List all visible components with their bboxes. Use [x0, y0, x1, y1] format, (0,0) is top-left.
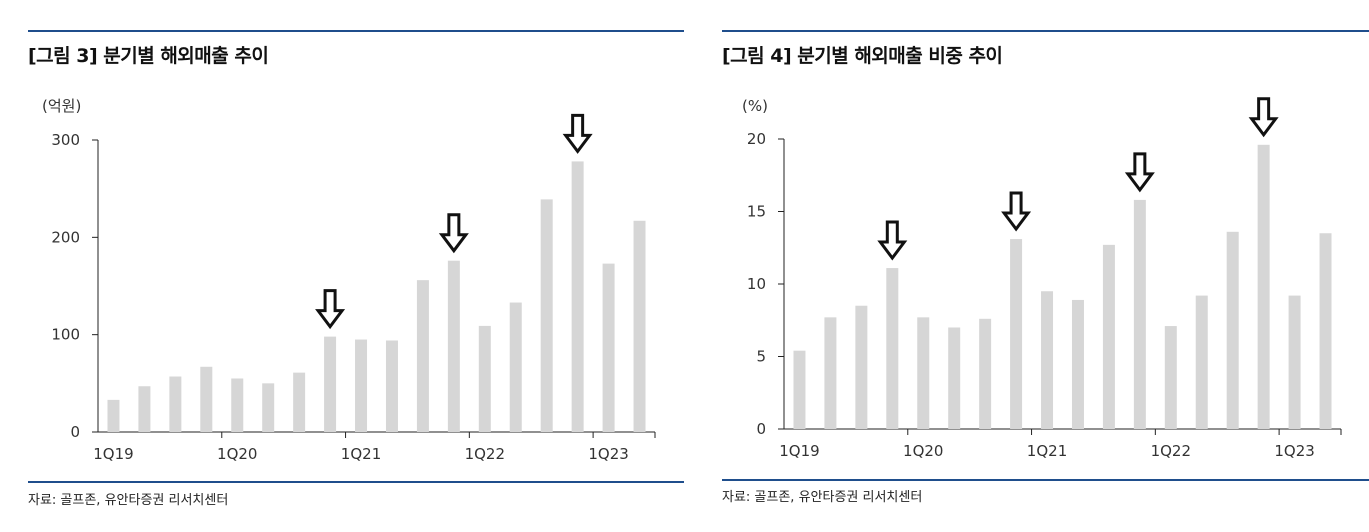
bottom-rule [28, 481, 684, 483]
down-arrow-icon [562, 113, 593, 154]
bar-3Q20 [293, 372, 306, 432]
source-note: 자료: 골프존, 유안타증권 리서치센터 [28, 493, 229, 508]
figure-title: [그림 3] 분기별 해외매출 추이 [28, 45, 269, 67]
bar-4Q22 [571, 161, 584, 432]
y-tick-label: 200 [51, 228, 80, 246]
y-tick-label: 100 [51, 326, 80, 344]
bar-3Q22 [540, 199, 553, 432]
x-tick-label: 1Q21 [1027, 442, 1067, 460]
bar-1Q21 [1041, 291, 1054, 429]
bar-2Q22 [1195, 295, 1208, 429]
bar-2Q19 [138, 386, 151, 432]
bar-3Q19 [855, 305, 868, 429]
bar-3Q20 [979, 318, 992, 429]
bar-1Q20 [231, 378, 244, 432]
figure-title: [그림 4] 분기별 해외매출 비중 추이 [722, 45, 1003, 67]
bar-2Q19 [824, 317, 837, 429]
bar-2Q21 [385, 340, 398, 432]
x-tick-label: 1Q19 [93, 445, 133, 463]
y-unit-label: (%) [742, 97, 768, 115]
bar-3Q22 [1226, 231, 1239, 429]
x-tick-label: 1Q20 [903, 442, 943, 460]
bar-3Q21 [416, 280, 429, 432]
bar-3Q21 [1102, 244, 1115, 429]
bar-1Q21 [355, 339, 368, 432]
x-tick-label: 1Q19 [779, 442, 819, 460]
bar-4Q19 [886, 268, 899, 429]
down-arrow-icon [877, 220, 908, 261]
down-arrow-icon [1248, 97, 1279, 138]
y-tick-label: 0 [70, 423, 80, 441]
y-tick-label: 5 [756, 348, 766, 366]
chart-panel-overseas-sales: [그림 3] 분기별 해외매출 추이 (억원) 0 100 200 300 1Q19 1Q2… [28, 0, 684, 532]
x-tick-label: 1Q21 [341, 445, 381, 463]
chart-panel-overseas-sales-share: [그림 4] 분기별 해외매출 비중 추이 (%) 0 5 10 15 20 1Q19 1Q2… [722, 0, 1369, 532]
x-tick-label: 1Q20 [217, 445, 257, 463]
bar-1Q23 [1288, 295, 1301, 429]
bar-chart-overseas-sales-share: (%) 0 5 10 15 20 1Q19 1Q20 1Q21 1Q22 1Q23 [742, 97, 1342, 460]
bar-4Q19 [200, 366, 213, 432]
bar-4Q21 [1133, 199, 1146, 429]
bar-3Q19 [169, 376, 182, 432]
bar-2Q21 [1071, 299, 1084, 429]
y-tick-label: 300 [51, 131, 80, 149]
bar-1Q23 [602, 263, 615, 432]
bar-1Q22 [478, 325, 491, 432]
bar-1Q19 [107, 399, 120, 432]
top-rule [722, 30, 1369, 32]
y-tick-label: 15 [747, 203, 766, 221]
bar-1Q19 [793, 350, 806, 429]
bar-1Q22 [1164, 326, 1177, 429]
top-rule [28, 30, 684, 32]
down-arrow-icon [1001, 191, 1032, 232]
y-tick-label: 10 [747, 275, 766, 293]
down-arrow-icon [315, 289, 346, 330]
bar-chart-overseas-sales: (억원) 0 100 200 300 1Q19 1Q20 1Q21 1Q22 1Q23 [42, 97, 656, 463]
source-note: 자료: 골프존, 유안타증권 리서치센터 [722, 490, 923, 505]
bar-2Q23 [1319, 233, 1332, 429]
bar-4Q22 [1257, 144, 1270, 430]
bar-2Q22 [509, 302, 522, 432]
y-tick-label: 20 [747, 130, 766, 148]
bar-4Q20 [1010, 239, 1023, 429]
x-tick-label: 1Q23 [1274, 442, 1314, 460]
x-tick-label: 1Q22 [1151, 442, 1191, 460]
y-unit-label: (억원) [42, 97, 81, 115]
down-arrow-icon [438, 213, 469, 254]
y-tick-label: 0 [756, 420, 766, 438]
down-arrow-icon [1124, 152, 1155, 193]
x-tick-label: 1Q22 [465, 445, 505, 463]
bar-4Q21 [447, 260, 460, 432]
bar-1Q20 [917, 317, 930, 429]
x-tick-label: 1Q23 [588, 445, 628, 463]
bar-2Q23 [633, 220, 646, 432]
bar-4Q20 [324, 336, 337, 432]
bar-2Q20 [262, 383, 275, 432]
bar-2Q20 [948, 327, 961, 429]
bottom-rule [722, 479, 1369, 481]
